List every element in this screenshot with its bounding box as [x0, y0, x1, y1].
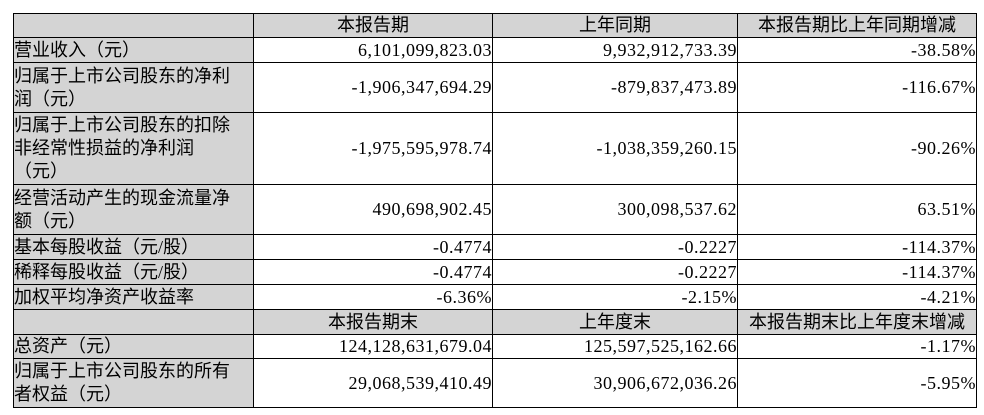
table-row-weighted-avg-roe: 加权平均净资产收益率 -6.36% -2.15% -4.21% — [13, 284, 977, 310]
column-header-prior-year-end: 上年度末 — [492, 309, 738, 335]
table-row-diluted-eps: 稀释每股收益（元/股） -0.4774 -0.2227 -114.37% — [13, 259, 977, 285]
cell-current-period: -1,906,347,694.29 — [253, 62, 493, 113]
column-header-current-period: 本报告期 — [253, 13, 493, 38]
cell-current-period: 6,101,099,823.03 — [253, 37, 493, 63]
cell-current-period: -0.4774 — [253, 234, 493, 260]
row-label: 总资产（元） — [13, 334, 254, 359]
cell-change: -38.58% — [737, 37, 977, 63]
cell-current-period: 29,068,539,410.49 — [253, 358, 493, 408]
cell-change: -90.26% — [737, 112, 977, 185]
period-section-header-row: 本报告期 上年同期 本报告期比上年同期增减 — [13, 13, 977, 38]
row-label: 归属于上市公司股东的所有 者权益（元） — [13, 358, 254, 408]
table-row-operating-revenue: 营业收入（元） 6,101,099,823.03 9,932,912,733.3… — [13, 37, 977, 63]
cell-prior-period: 30,906,672,036.26 — [492, 358, 738, 408]
column-header-prior-period: 上年同期 — [492, 13, 738, 38]
cell-prior-period: -1,038,359,260.15 — [492, 112, 738, 185]
cell-prior-period: -879,837,473.89 — [492, 62, 738, 113]
row-label: 基本每股收益（元/股） — [13, 234, 254, 260]
table-row-basic-eps: 基本每股收益（元/股） -0.4774 -0.2227 -114.37% — [13, 234, 977, 260]
cell-change: 63.51% — [737, 184, 977, 235]
cell-current-period: -1,975,595,978.74 — [253, 112, 493, 185]
row-label: 归属于上市公司股东的净利 润（元） — [13, 62, 254, 113]
cell-current-period: -0.4774 — [253, 259, 493, 285]
cell-change: -114.37% — [737, 234, 977, 260]
cell-change: -4.21% — [737, 284, 977, 310]
cell-current-period: 124,128,631,679.04 — [253, 334, 493, 359]
table-row-operating-cash-flow: 经营活动产生的现金流量净 额（元） 490,698,902.45 300,098… — [13, 184, 977, 235]
row-label: 营业收入（元） — [13, 37, 254, 63]
table-row-net-profit-excl-nonrecurring: 归属于上市公司股东的扣除 非经常性损益的净利润 （元） -1,975,595,9… — [13, 112, 977, 185]
cell-change: -114.37% — [737, 259, 977, 285]
cell-current-period: -6.36% — [253, 284, 493, 310]
cell-prior-period: 300,098,537.62 — [492, 184, 738, 235]
cell-prior-period: 9,932,912,733.39 — [492, 37, 738, 63]
period-end-section-header-row: 本报告期末 上年度末 本报告期末比上年度末增减 — [13, 309, 977, 335]
table-row-total-assets: 总资产（元） 124,128,631,679.04 125,597,525,16… — [13, 334, 977, 359]
cell-change: -1.17% — [737, 334, 977, 359]
table-row-shareholders-equity: 归属于上市公司股东的所有 者权益（元） 29,068,539,410.49 30… — [13, 358, 977, 408]
financial-summary-table-container: 本报告期 上年同期 本报告期比上年同期增减 营业收入（元） 6,101,099,… — [13, 13, 977, 408]
row-label: 经营活动产生的现金流量净 额（元） — [13, 184, 254, 235]
table-row-net-profit: 归属于上市公司股东的净利 润（元） -1,906,347,694.29 -879… — [13, 62, 977, 113]
header-empty-cell — [13, 309, 254, 335]
row-label: 加权平均净资产收益率 — [13, 284, 254, 310]
financial-summary-table: 本报告期 上年同期 本报告期比上年同期增减 营业收入（元） 6,101,099,… — [13, 13, 977, 408]
cell-prior-period: -0.2227 — [492, 234, 738, 260]
cell-prior-period: -0.2227 — [492, 259, 738, 285]
row-label: 归属于上市公司股东的扣除 非经常性损益的净利润 （元） — [13, 112, 254, 185]
cell-prior-period: 125,597,525,162.66 — [492, 334, 738, 359]
cell-current-period: 490,698,902.45 — [253, 184, 493, 235]
cell-prior-period: -2.15% — [492, 284, 738, 310]
row-label: 稀释每股收益（元/股） — [13, 259, 254, 285]
column-header-period-end: 本报告期末 — [253, 309, 493, 335]
header-empty-cell — [13, 13, 254, 38]
cell-change: -5.95% — [737, 358, 977, 408]
column-header-period-change: 本报告期比上年同期增减 — [737, 13, 977, 38]
cell-change: -116.67% — [737, 62, 977, 113]
column-header-period-end-change: 本报告期末比上年度末增减 — [737, 309, 977, 335]
